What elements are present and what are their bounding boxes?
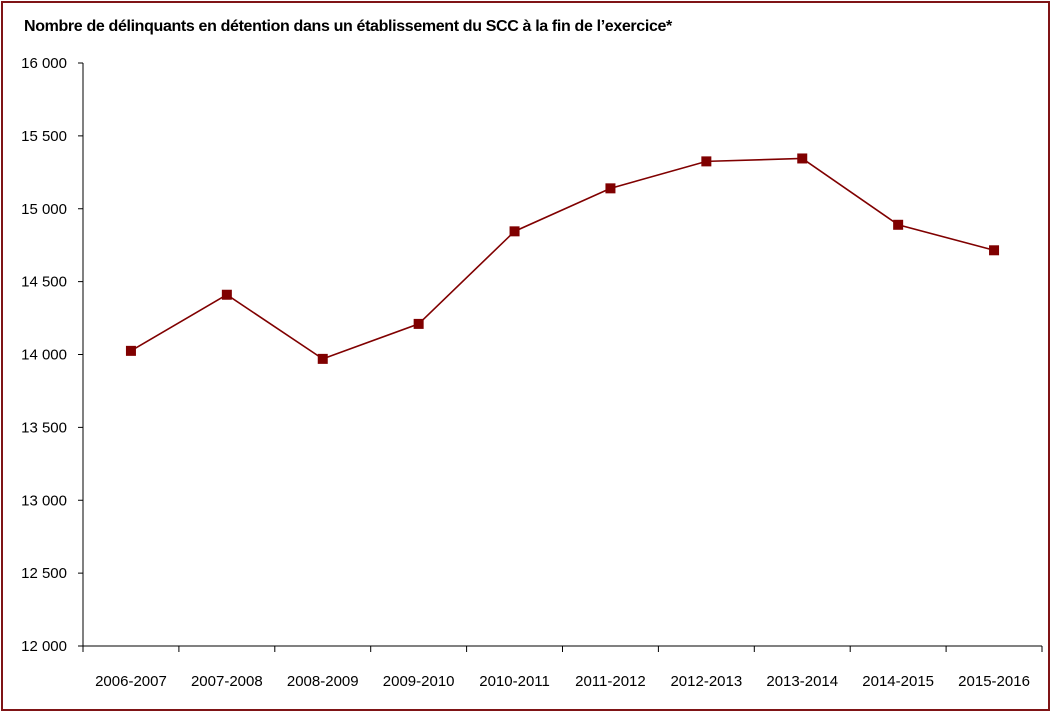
data-point-marker (893, 219, 904, 230)
x-tick-label: 2015-2016 (958, 673, 1030, 690)
data-point-marker (125, 345, 136, 356)
x-tick-label: 2010-2011 (479, 673, 550, 690)
chart-title: Nombre de délinquants en détention dans … (24, 18, 672, 35)
y-tick-label: 13 000 (21, 492, 67, 509)
data-point-marker (413, 318, 424, 329)
x-tick-label: 2011-2012 (575, 673, 646, 690)
series-line (130, 157, 995, 360)
data-point-marker (221, 289, 232, 300)
chart-axes: 12 000 12 500 13 000 13 500 14 000 14 500 15 0… (21, 55, 1043, 690)
x-tick-label: 2013-2014 (766, 673, 838, 690)
data-point-marker (509, 226, 520, 237)
y-tick-label: 15 000 (21, 201, 67, 218)
y-tick-label: 14 500 (21, 274, 67, 291)
x-tick-label: 2008-2009 (287, 673, 359, 690)
data-point-marker (797, 153, 808, 164)
data-point-marker (701, 156, 712, 167)
data-point-marker (989, 245, 1000, 256)
x-tick-label: 2007-2008 (191, 673, 263, 690)
x-tick-label: 2006-2007 (95, 673, 167, 690)
y-tick-label: 16 000 (21, 55, 67, 72)
y-tick-label: 15 500 (21, 128, 67, 145)
data-point-marker (317, 353, 328, 364)
data-point-marker (605, 183, 616, 194)
y-tick-label: 12 500 (21, 565, 67, 582)
x-tick-label: 2012-2013 (670, 673, 742, 690)
x-tick-label: 2009-2010 (383, 673, 455, 690)
y-tick-label: 12 000 (21, 638, 67, 655)
y-tick-label: 13 500 (21, 419, 67, 436)
y-tick-label: 14 000 (21, 347, 67, 364)
x-tick-label: 2014-2015 (862, 673, 934, 690)
series-layer (125, 153, 1000, 364)
